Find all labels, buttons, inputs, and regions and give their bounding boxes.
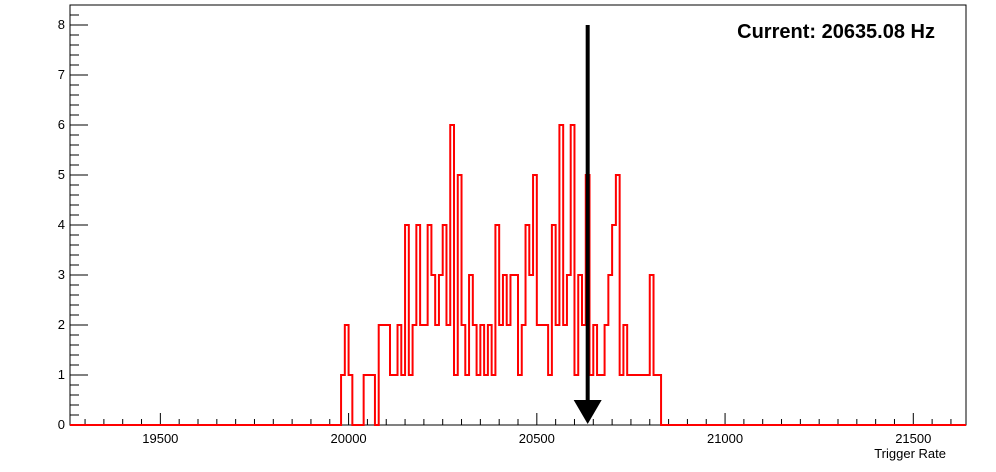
- histogram-bin: [405, 225, 409, 425]
- histogram-bin: [657, 375, 661, 425]
- histogram-bin: [612, 225, 616, 425]
- current-rate-marker: [573, 25, 602, 424]
- x-tick-label: 21500: [895, 431, 931, 446]
- histogram-bin: [541, 325, 545, 425]
- histogram-bin: [616, 175, 620, 425]
- histogram-bin: [484, 375, 488, 425]
- histogram-bin: [382, 325, 386, 425]
- current-rate-label: Current: 20635.08 Hz: [737, 21, 935, 43]
- histogram-bin: [631, 375, 635, 425]
- histogram-bin: [495, 225, 499, 425]
- histogram-bin: [627, 375, 631, 425]
- marker-arrowhead: [573, 400, 602, 424]
- histogram-line: [70, 124, 966, 426]
- histogram-bin: [462, 325, 466, 425]
- histogram-bin: [401, 375, 405, 425]
- histogram-bin: [443, 225, 447, 425]
- histogram-bin: [458, 175, 462, 425]
- histogram-bin: [638, 375, 642, 425]
- histogram-bin: [548, 375, 552, 425]
- y-tick-label: 7: [58, 67, 65, 82]
- x-tick-label: 19500: [142, 431, 178, 446]
- histogram-bin: [605, 325, 609, 425]
- histogram-bin: [341, 375, 345, 425]
- histogram-bin: [510, 275, 514, 425]
- histogram-bin: [450, 125, 454, 425]
- histogram-bin: [503, 275, 507, 425]
- histogram-bin: [522, 325, 526, 425]
- histogram-bin: [435, 325, 439, 425]
- y-tick-label: 4: [58, 217, 65, 232]
- histogram-bin: [413, 325, 417, 425]
- histogram-bin: [439, 275, 443, 425]
- histogram-bin: [431, 275, 435, 425]
- x-tick-label: 21000: [707, 431, 743, 446]
- y-tick-label: 2: [58, 317, 65, 332]
- histogram-bin: [537, 325, 541, 425]
- x-tick-label: 20000: [331, 431, 367, 446]
- histogram-bin: [390, 375, 394, 425]
- histogram-bin: [507, 325, 511, 425]
- histogram-bin: [654, 375, 658, 425]
- histogram-bin: [345, 325, 349, 425]
- histogram-bin: [567, 275, 571, 425]
- y-tick-label: 1: [58, 367, 65, 382]
- histogram-bin: [646, 375, 650, 425]
- histogram-bin: [556, 325, 560, 425]
- histogram-bin: [394, 375, 398, 425]
- histogram-series: [70, 124, 966, 426]
- histogram-bin: [635, 375, 639, 425]
- y-tick-label: 5: [58, 167, 65, 182]
- histogram-bin: [559, 125, 563, 425]
- histogram-bin: [398, 325, 402, 425]
- histogram-bin: [477, 375, 481, 425]
- histogram-bin: [424, 325, 428, 425]
- histogram-bin: [364, 375, 368, 425]
- histogram-bin: [499, 325, 503, 425]
- histogram-bin: [428, 225, 432, 425]
- histogram-bin: [552, 225, 556, 425]
- y-tick-label: 0: [58, 417, 65, 432]
- histogram-bin: [492, 375, 496, 425]
- x-tick-label: 20500: [519, 431, 555, 446]
- histogram-bin: [571, 125, 575, 425]
- y-tick-label: 6: [58, 117, 65, 132]
- y-tick-label: 3: [58, 267, 65, 282]
- histogram-bin: [529, 275, 533, 425]
- histogram-bin: [386, 325, 390, 425]
- axis-ticks: 0 1 2 3 4 5 6 7 8 19500 20000 20500 21000 21500: [58, 4, 952, 446]
- histogram-bin: [367, 375, 371, 425]
- histogram-bin: [526, 225, 530, 425]
- y-tick-label: 8: [58, 17, 65, 32]
- histogram-bin: [620, 375, 624, 425]
- histogram-bin: [544, 325, 548, 425]
- histogram-bin: [349, 375, 353, 425]
- x-axis-title: Trigger Rate: [874, 446, 946, 461]
- histogram-bin: [488, 325, 492, 425]
- histogram-bin: [608, 275, 612, 425]
- histogram-bin: [563, 325, 567, 425]
- histogram-bin: [416, 225, 420, 425]
- histogram-bin: [473, 325, 477, 425]
- histogram-bin: [642, 375, 646, 425]
- histogram-bin: [454, 375, 458, 425]
- histogram-bin: [379, 325, 383, 425]
- histogram-bin: [533, 175, 537, 425]
- histogram-bin: [518, 375, 522, 425]
- histogram-bin: [446, 325, 450, 425]
- histogram-bin: [514, 275, 518, 425]
- histogram-bin: [480, 325, 484, 425]
- histogram-bin: [623, 325, 627, 425]
- histogram-bin: [371, 375, 375, 425]
- histogram-bin: [409, 375, 413, 425]
- histogram-bin: [465, 375, 469, 425]
- histogram-bin: [469, 275, 473, 425]
- histogram-bin: [650, 275, 654, 425]
- histogram-bin: [420, 325, 424, 425]
